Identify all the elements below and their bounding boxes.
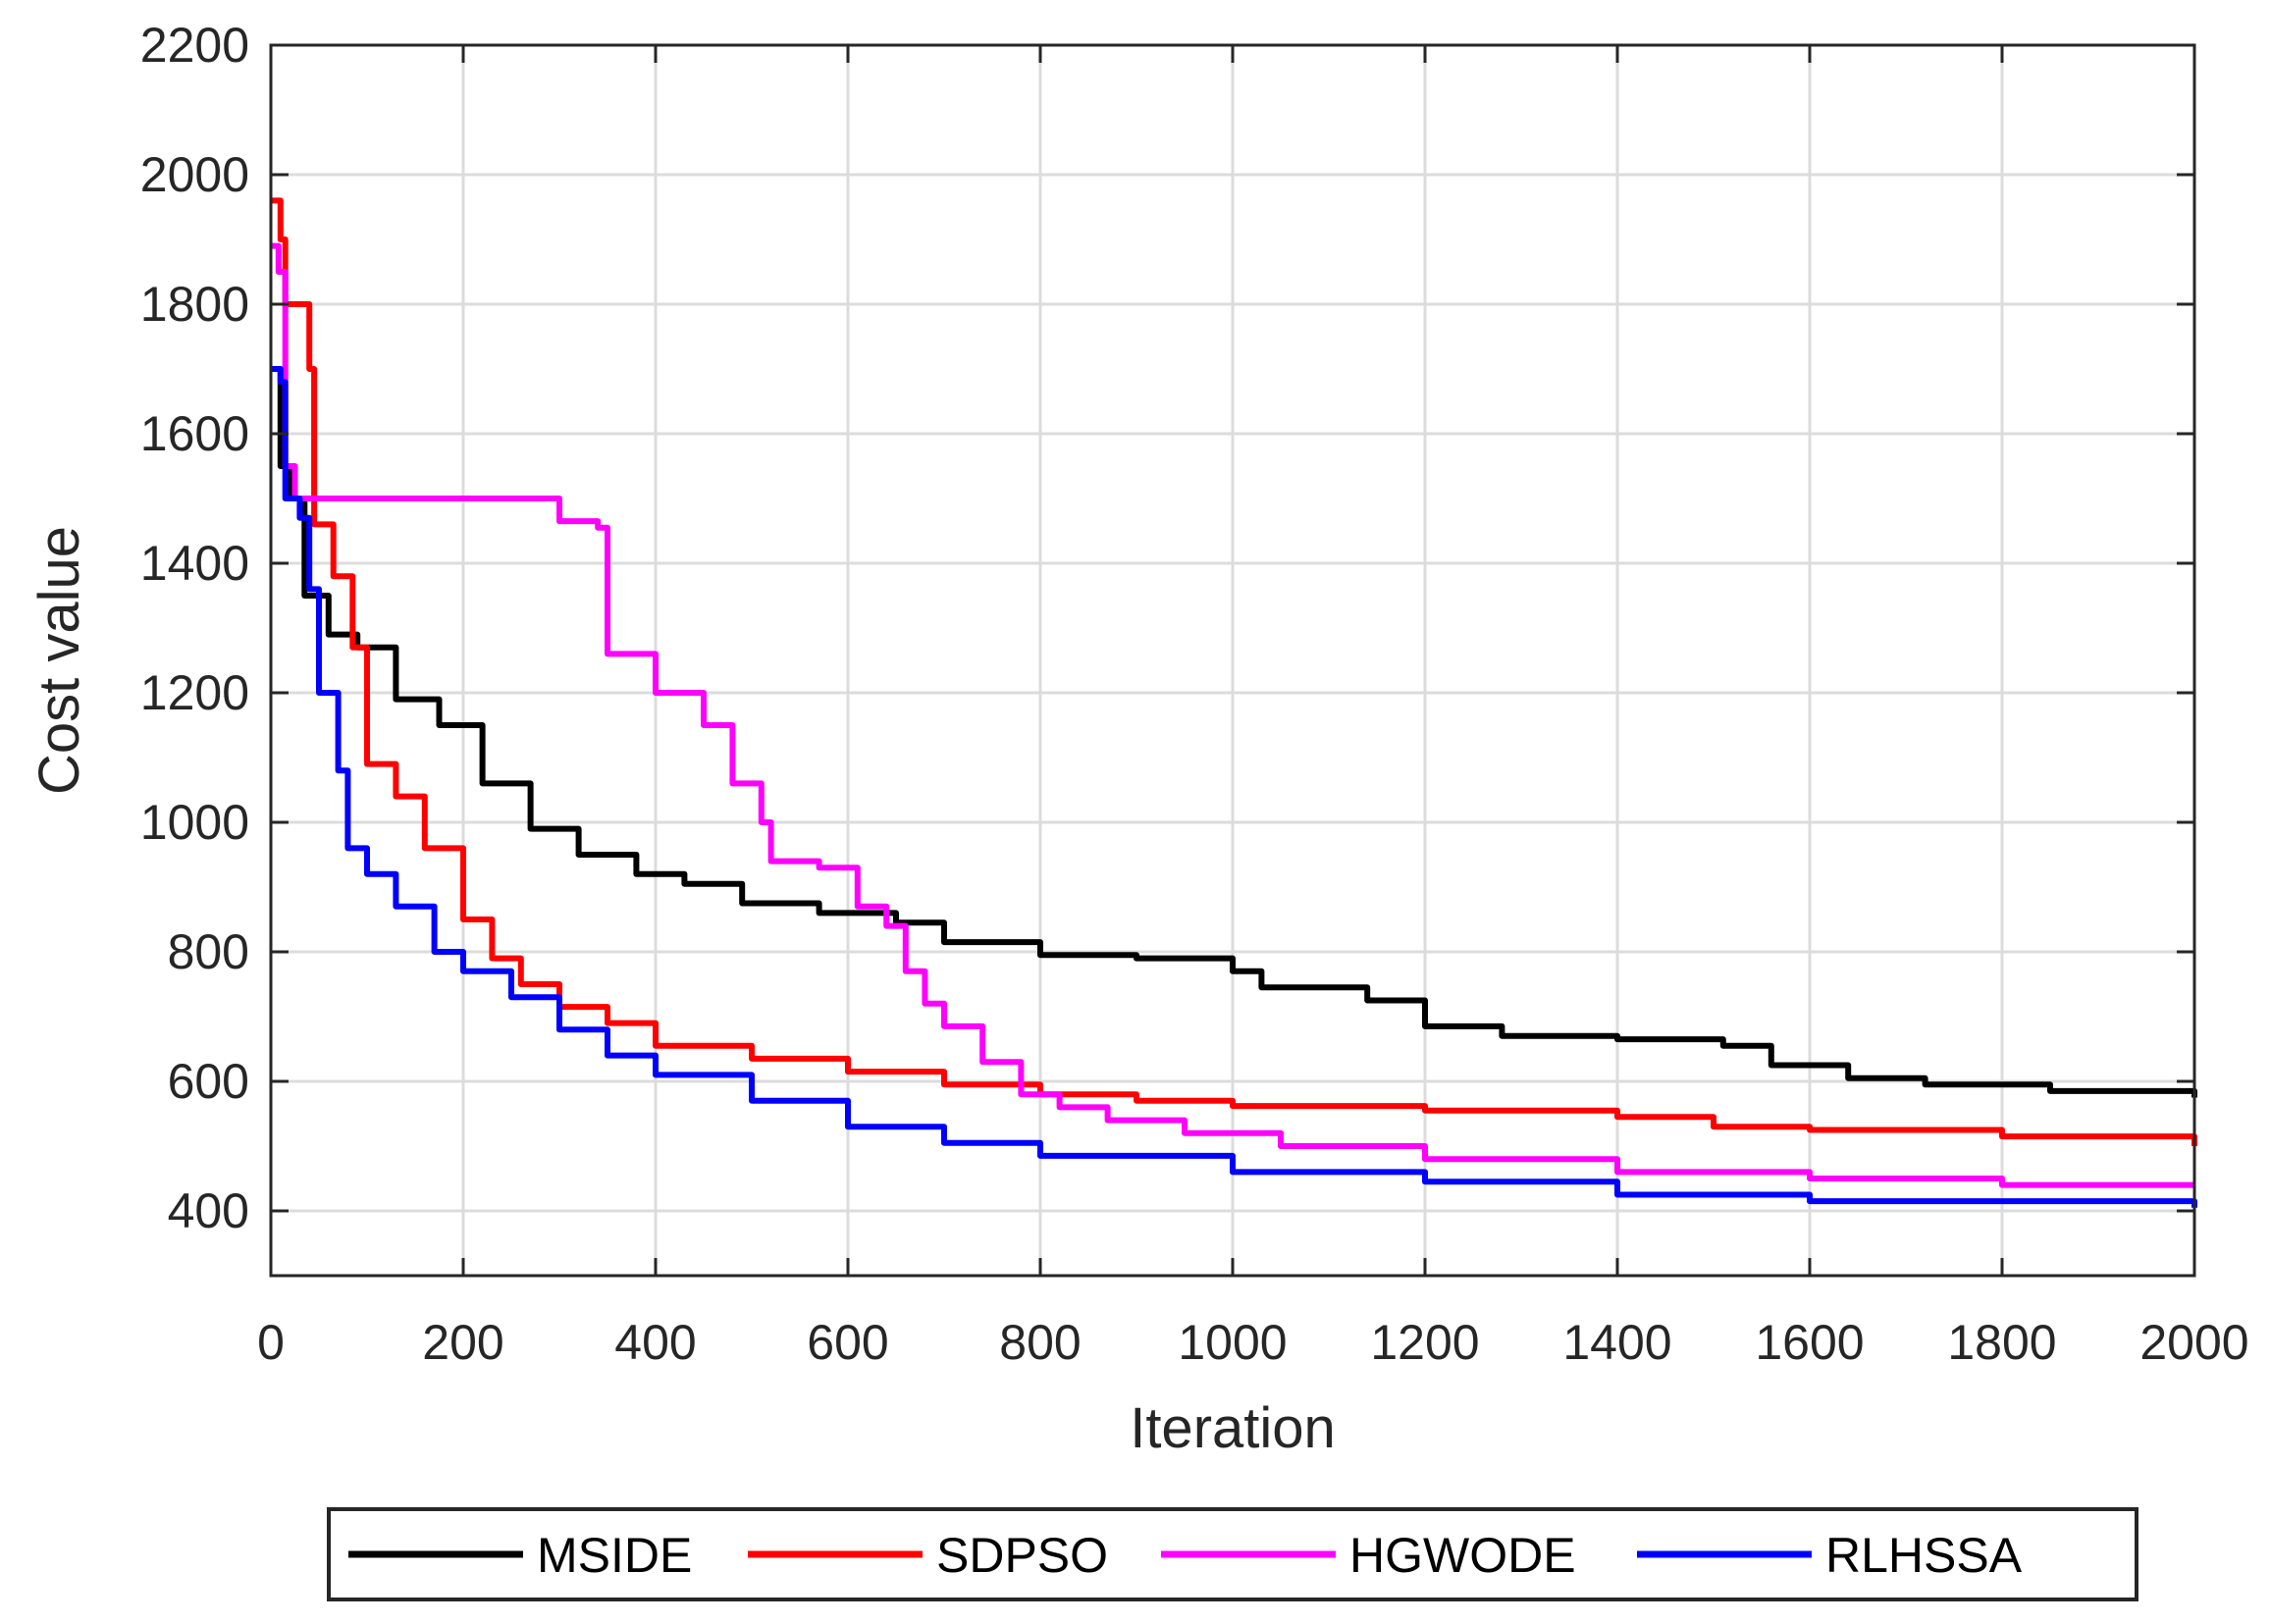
y-tick-label: 1600 xyxy=(140,406,249,461)
y-axis-title: Cost value xyxy=(27,526,91,795)
series-layer xyxy=(271,197,2197,1208)
series-line-sdpso xyxy=(271,197,2197,1146)
legend-label-rlhssa: RLHSSA xyxy=(1825,1528,2023,1583)
x-tick-label: 0 xyxy=(257,1315,285,1370)
x-tick-label: 400 xyxy=(614,1315,696,1370)
y-tick-label: 800 xyxy=(168,924,249,979)
axis-ticks: 0 200 400 600 800 1000 1200 1400 1600 1800 2000 400… xyxy=(140,18,2249,1370)
series-line-rlhssa xyxy=(271,366,2197,1208)
legend: MSIDE SDPSO HGWODE RLHSSA xyxy=(327,1507,2138,1601)
x-tick-label: 1800 xyxy=(1947,1315,2056,1370)
x-tick-label: 1400 xyxy=(1562,1315,1671,1370)
series-line-hgwode xyxy=(271,242,2194,1188)
x-tick-label: 600 xyxy=(807,1315,888,1370)
legend-label-mside: MSIDE xyxy=(537,1528,692,1583)
y-tick-label: 400 xyxy=(168,1183,249,1238)
x-tick-label: 1600 xyxy=(1755,1315,1864,1370)
y-tick-label: 1000 xyxy=(140,795,249,850)
y-tick-label: 1800 xyxy=(140,277,249,332)
x-tick-label: 2000 xyxy=(2139,1315,2248,1370)
x-tick-label: 800 xyxy=(999,1315,1081,1370)
x-tick-label: 200 xyxy=(422,1315,503,1370)
legend-label-sdpso: SDPSO xyxy=(936,1528,1108,1583)
y-tick-label: 2200 xyxy=(140,18,249,73)
y-tick-label: 2000 xyxy=(140,147,249,202)
y-tick-label: 600 xyxy=(168,1054,249,1109)
x-tick-label: 1200 xyxy=(1370,1315,1479,1370)
y-tick-label: 1200 xyxy=(140,665,249,720)
y-tick-label: 1400 xyxy=(140,536,249,591)
x-axis-title: Iteration xyxy=(1130,1396,1336,1460)
legend-label-hgwode: HGWODE xyxy=(1349,1528,1576,1583)
x-tick-label: 1000 xyxy=(1178,1315,1287,1370)
